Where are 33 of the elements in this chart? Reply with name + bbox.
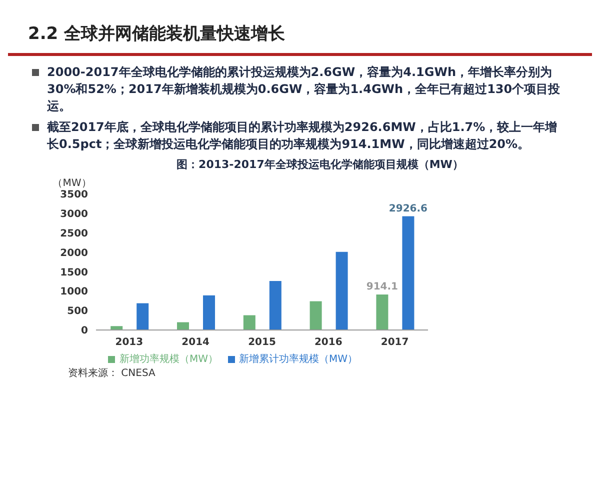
bar [402,216,414,330]
legend-label: 新增累计功率规模（MW） [239,354,358,365]
bar [243,315,256,330]
y-tick-label: 3000 [60,208,88,220]
bar [310,301,322,330]
y-tick-label: 0 [81,326,88,337]
text: 资料来源： CNESA [68,366,156,380]
y-tick-label: 3500 [60,190,88,201]
bar [376,294,388,330]
text: 截至2017年底，全球电化学储能项目的累计功率规模为2926.6MW，占比1.7%，较上一年增长0.5pct；全球新增投运电化学储能项目的功率规模为914.1MW，同比增速超过20%。 [47,119,558,153]
bar [110,326,123,330]
y-tick-label: 1000 [60,286,88,298]
y-tick-label: 1500 [60,267,88,278]
x-tick-label: 2014 [182,337,210,348]
y-tick-label: 2000 [60,248,88,259]
chart-subtitle: 图：2013-2017年全球投运电化学储能项目规模（MW） [176,157,464,172]
data-label: 2926.6 [388,203,428,214]
text: 2000-2017年全球电化学储能的累计投运规模为2.6GW，容量为4.1GWh，年增长率分别为30%和52%；2017年新增装机规模为0.6GW，容量为1.4GWh，全年已有超过130个项目投运。 [47,64,562,115]
data-label: 914.1 [366,281,398,292]
chart-title: 2.2 全球并网储能装机量快速增长 [8,8,592,56]
x-tick-label: 2017 [380,337,409,348]
bar [269,281,282,330]
bar [136,303,149,330]
legend-label: 新增功率规模（MW） [119,354,218,365]
bar [177,322,190,330]
x-tick-label: 2015 [248,337,276,348]
bar [203,295,216,330]
x-tick-label: 2013 [115,337,144,348]
y-tick-label: 2500 [60,228,88,240]
x-tick-label: 2016 [314,337,342,348]
y-axis-title: （MW） [52,178,92,189]
y-tick-label: 500 [67,306,88,318]
bar [336,252,348,330]
